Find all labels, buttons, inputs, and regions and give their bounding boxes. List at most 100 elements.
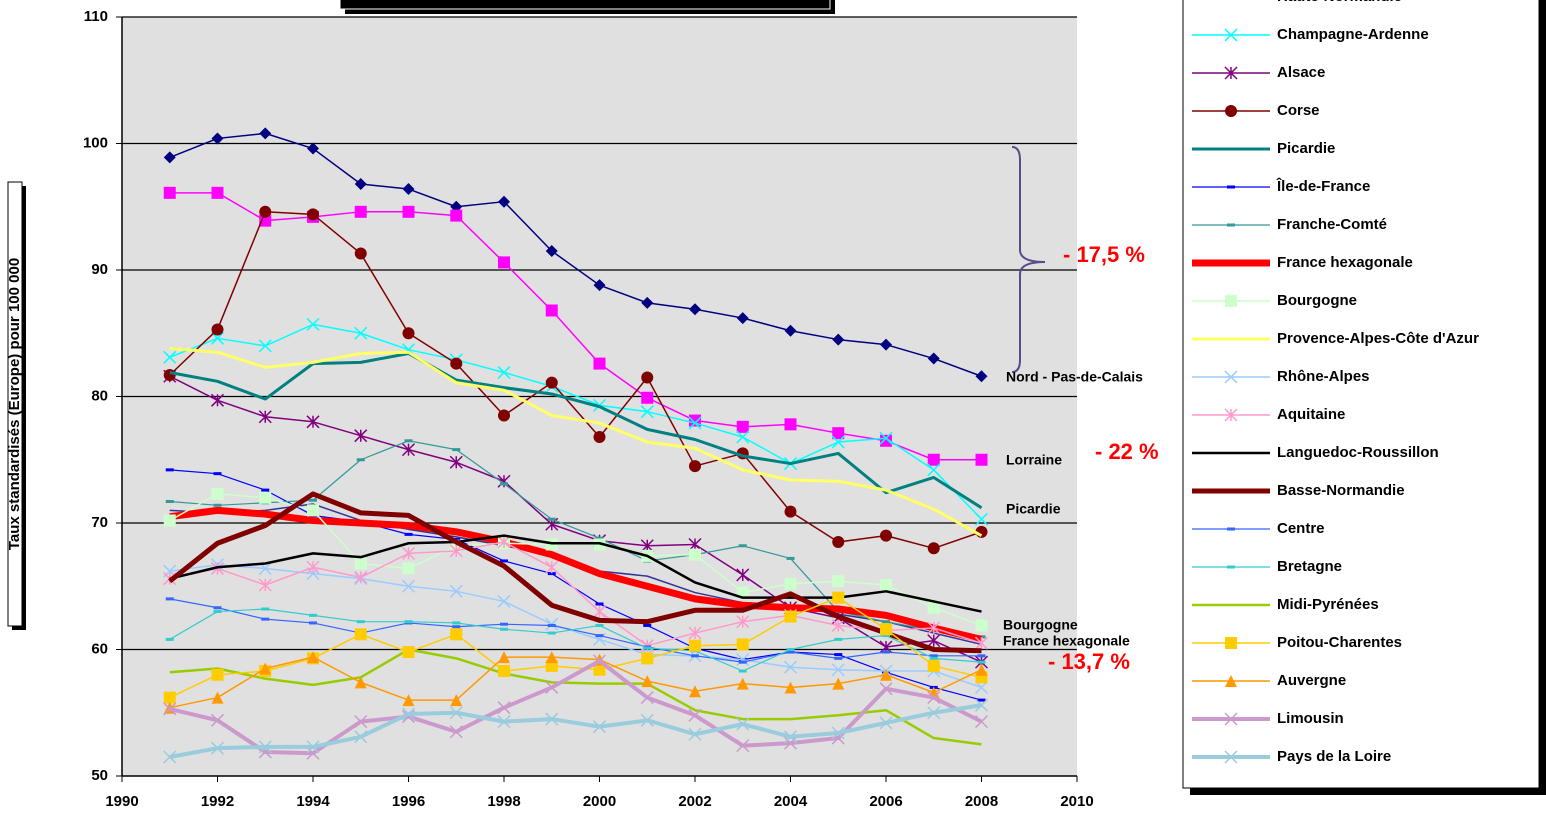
marker <box>689 303 701 316</box>
marker <box>1224 28 1238 42</box>
series <box>163 127 988 383</box>
marker <box>593 430 606 443</box>
marker <box>641 371 654 384</box>
marker <box>497 715 511 729</box>
marker <box>211 323 224 336</box>
marker <box>834 637 843 641</box>
marker <box>784 324 797 337</box>
marker <box>211 691 224 704</box>
marker <box>974 512 989 526</box>
marker <box>592 720 607 734</box>
marker <box>832 575 845 588</box>
marker <box>927 601 940 614</box>
marker <box>738 544 747 548</box>
marker <box>498 651 510 664</box>
legend-label: Limousin <box>1277 710 1344 727</box>
marker <box>1225 637 1237 649</box>
marker <box>163 186 176 199</box>
marker <box>500 622 508 626</box>
legend-label: Provence-Alpes-Côte d'Azur <box>1277 330 1479 347</box>
marker <box>309 498 317 502</box>
series <box>165 607 986 673</box>
x-tick-label: 2008 <box>965 793 998 810</box>
series <box>169 534 982 613</box>
marker <box>641 675 654 688</box>
series <box>163 698 989 764</box>
marker <box>497 535 511 549</box>
marker <box>402 205 415 218</box>
marker <box>545 651 558 664</box>
marker <box>404 439 413 443</box>
marker <box>163 691 176 704</box>
marker <box>927 634 941 648</box>
marker <box>545 304 558 317</box>
legend-label: Rhône-Alpes <box>1277 368 1370 385</box>
legend-label: Auvergne <box>1277 672 1346 689</box>
marker <box>450 209 463 222</box>
marker <box>831 726 845 740</box>
marker <box>545 560 559 574</box>
marker <box>643 623 652 627</box>
marker <box>452 448 461 452</box>
marker <box>449 584 463 598</box>
marker <box>450 628 463 641</box>
marker <box>449 455 463 469</box>
legend-label: Centre <box>1277 520 1325 537</box>
marker <box>882 634 890 638</box>
marker <box>592 654 607 668</box>
marker <box>880 578 892 591</box>
marker <box>545 245 558 258</box>
marker <box>834 656 843 660</box>
marker <box>165 468 174 472</box>
marker <box>1224 408 1238 422</box>
marker <box>163 368 176 381</box>
marker <box>738 660 747 664</box>
marker <box>211 186 224 199</box>
x-tick-label: 2000 <box>583 793 616 810</box>
series <box>163 205 988 555</box>
marker <box>211 132 224 145</box>
marker <box>1225 675 1237 687</box>
y-tick-label: 50 <box>91 767 108 784</box>
marker <box>498 256 510 269</box>
marker <box>736 420 749 433</box>
marker <box>210 331 225 345</box>
y-tick-label: 90 <box>91 261 108 278</box>
marker <box>738 669 747 673</box>
marker <box>974 715 989 729</box>
marker <box>401 546 416 560</box>
marker <box>500 559 508 563</box>
marker <box>927 453 940 466</box>
marker <box>500 627 508 631</box>
marker <box>784 681 797 694</box>
marker <box>688 537 702 552</box>
marker <box>450 694 463 707</box>
marker <box>736 568 750 582</box>
marker <box>736 717 750 731</box>
marker <box>975 370 988 383</box>
marker <box>786 648 795 651</box>
legend-label: Picardie <box>1277 140 1335 157</box>
legend-label: Haute-Normandie <box>1277 0 1402 5</box>
marker <box>401 579 416 593</box>
marker <box>211 668 224 681</box>
annotation: France hexagonale <box>1003 633 1130 649</box>
marker <box>1224 712 1238 726</box>
marker <box>974 680 989 694</box>
marker <box>929 654 938 658</box>
marker <box>832 677 845 690</box>
marker <box>879 431 893 445</box>
marker <box>354 628 367 641</box>
marker <box>640 713 654 727</box>
marker <box>832 333 845 346</box>
marker <box>547 517 556 521</box>
marker <box>163 702 177 716</box>
marker <box>689 548 701 561</box>
marker <box>786 650 795 654</box>
marker <box>882 620 890 624</box>
marker <box>258 410 272 424</box>
series-line <box>169 596 982 699</box>
marker <box>547 631 556 635</box>
x-tick-label: 1994 <box>296 793 330 810</box>
marker <box>593 357 606 370</box>
